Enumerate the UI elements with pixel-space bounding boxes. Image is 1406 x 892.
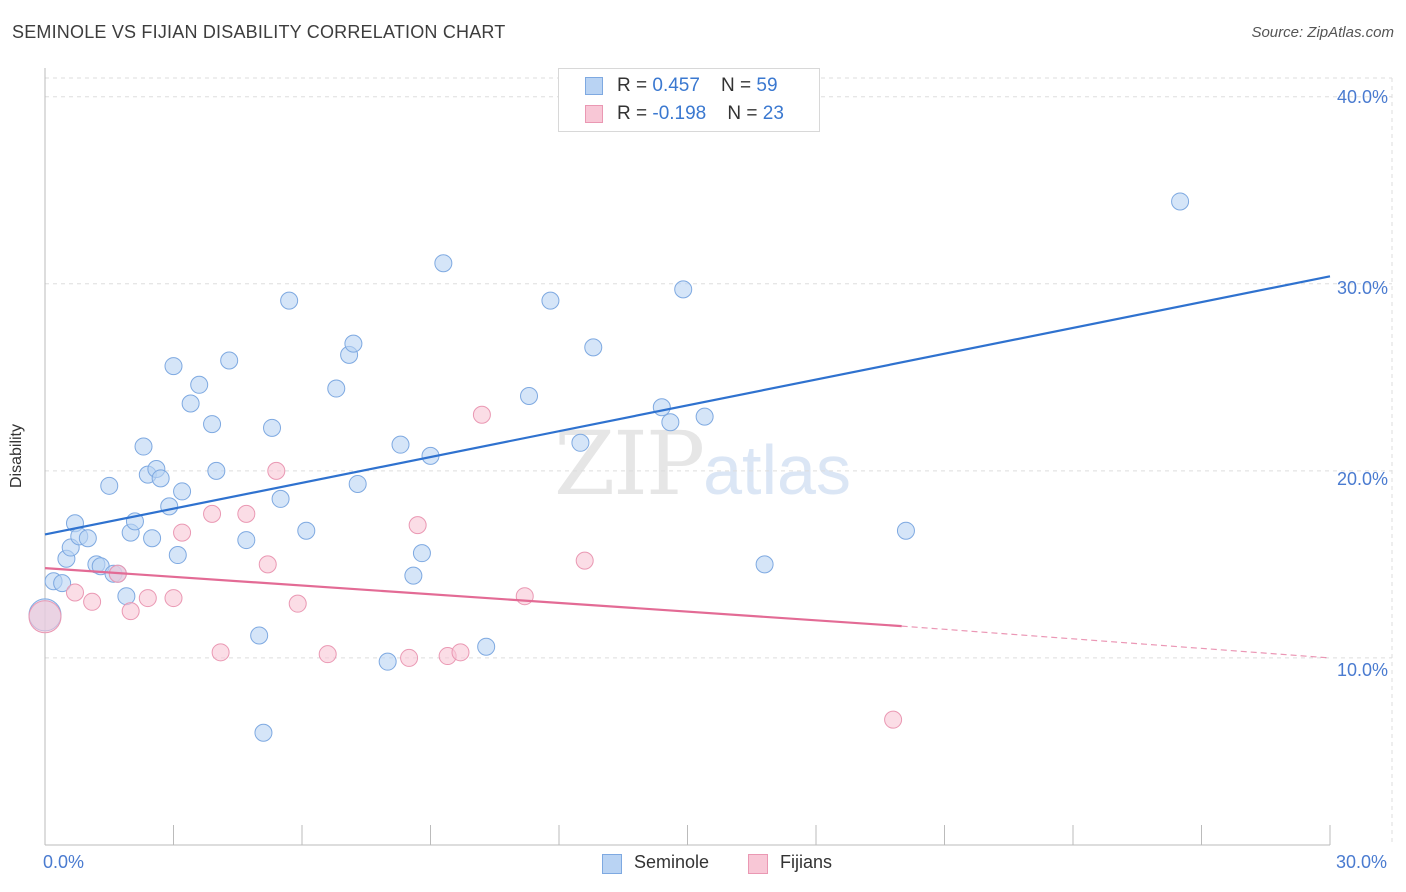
x-tick-label-max: 30.0% (1336, 852, 1388, 872)
watermark-atlas: atlas (703, 431, 851, 509)
seminole-point (297, 521, 316, 540)
fijians-swatch (585, 105, 603, 123)
seminole-point (652, 398, 671, 417)
seminole-legend-label: Seminole (634, 852, 710, 872)
fijians-point (267, 461, 286, 480)
n-label: N = (727, 103, 763, 124)
y-tick-label-10: 10.0% (1337, 660, 1389, 680)
source-label: Source: ZipAtlas.com (1251, 24, 1394, 41)
fijians-trend-extension (901, 625, 1331, 659)
seminole-point (168, 546, 187, 565)
fijians-point (237, 504, 256, 523)
seminole-point (280, 291, 299, 310)
fijians-point (288, 594, 307, 613)
seminole-point (896, 521, 915, 540)
fijians-point (203, 504, 222, 523)
seminole-point (134, 437, 153, 456)
seminole-point (348, 474, 367, 493)
seminole-point (160, 497, 179, 516)
seminole-point (263, 418, 282, 437)
seminole-point (477, 637, 496, 656)
seminole-point (220, 351, 239, 370)
seminole-point (571, 433, 590, 452)
seminole-point (695, 407, 714, 426)
seminole-point (434, 254, 453, 273)
fijians-point (83, 592, 102, 611)
fijians-point (164, 589, 183, 608)
fijians-legend-swatch (748, 854, 768, 874)
fijians-point (400, 648, 419, 667)
fijians-point (318, 645, 337, 664)
x-tick-label-min: 0.0% (43, 852, 85, 872)
seminole-point (344, 334, 363, 353)
fijians-point (884, 710, 903, 729)
seminole-point (378, 652, 397, 671)
seminole-point (327, 379, 346, 398)
fijians-point (408, 516, 427, 535)
fijians-point (173, 523, 192, 542)
fijians-trend-line (44, 567, 902, 628)
seminole-point (520, 387, 539, 406)
fijians-point (121, 602, 140, 621)
fijians-point (472, 405, 491, 424)
fijians-point (28, 600, 62, 634)
seminole-swatch (585, 77, 603, 95)
fijians-point (515, 587, 534, 606)
seminole-point (207, 461, 226, 480)
seminole-point (100, 476, 119, 495)
seminole-point (53, 574, 72, 593)
y-tick-label-30: 30.0% (1337, 278, 1389, 298)
watermark: ZIPatlas (554, 412, 851, 515)
seminole-point (190, 375, 209, 394)
fijians-point (258, 555, 277, 574)
fijians-point (138, 589, 157, 608)
n-value-seminole: 59 (756, 75, 778, 96)
fijians-legend-label: Fijians (780, 852, 833, 872)
seminole-point (412, 544, 431, 563)
seminole-point (203, 415, 222, 434)
seminole-point (78, 529, 97, 548)
seminole-point (541, 291, 560, 310)
seminole-point (391, 435, 410, 454)
seminole-point (1171, 192, 1190, 211)
seminole-trend-line (44, 275, 1331, 536)
fijians-point (211, 643, 230, 662)
correlation-legend: R = 0.457 N = 59 R = -0.198 N = 23 (558, 68, 820, 132)
seminole-point (173, 482, 192, 501)
seminole-point (404, 566, 423, 585)
seminole-point (181, 394, 200, 413)
y-tick-label-20: 20.0% (1337, 469, 1389, 489)
seminole-point (143, 529, 162, 548)
chart-title: SEMINOLE VS FIJIAN DISABILITY CORRELATIO… (12, 22, 506, 42)
r-label: R = (617, 103, 653, 124)
seminole-point (164, 357, 183, 376)
r-label: R = (617, 75, 653, 96)
r-value-seminole: 0.457 (652, 75, 700, 96)
y-tick-label-40: 40.0% (1337, 87, 1389, 107)
seminole-point (755, 555, 774, 574)
fijians-point (575, 551, 594, 570)
seminole-point (151, 469, 170, 488)
seminole-legend-swatch (602, 854, 622, 874)
n-label: N = (721, 75, 757, 96)
seminole-point (117, 587, 136, 606)
r-value-fijians: -0.198 (652, 103, 707, 124)
seminole-point (271, 489, 290, 508)
fijians-point (65, 583, 84, 602)
seminole-point (661, 413, 680, 432)
fijians-point (451, 643, 470, 662)
seminole-point (237, 531, 256, 550)
n-value-fijians: 23 (762, 103, 784, 124)
seminole-point (584, 338, 603, 357)
watermark-zip: ZIP (554, 412, 705, 515)
seminole-point (674, 280, 693, 299)
seminole-point (254, 723, 273, 742)
seminole-point (250, 626, 269, 645)
